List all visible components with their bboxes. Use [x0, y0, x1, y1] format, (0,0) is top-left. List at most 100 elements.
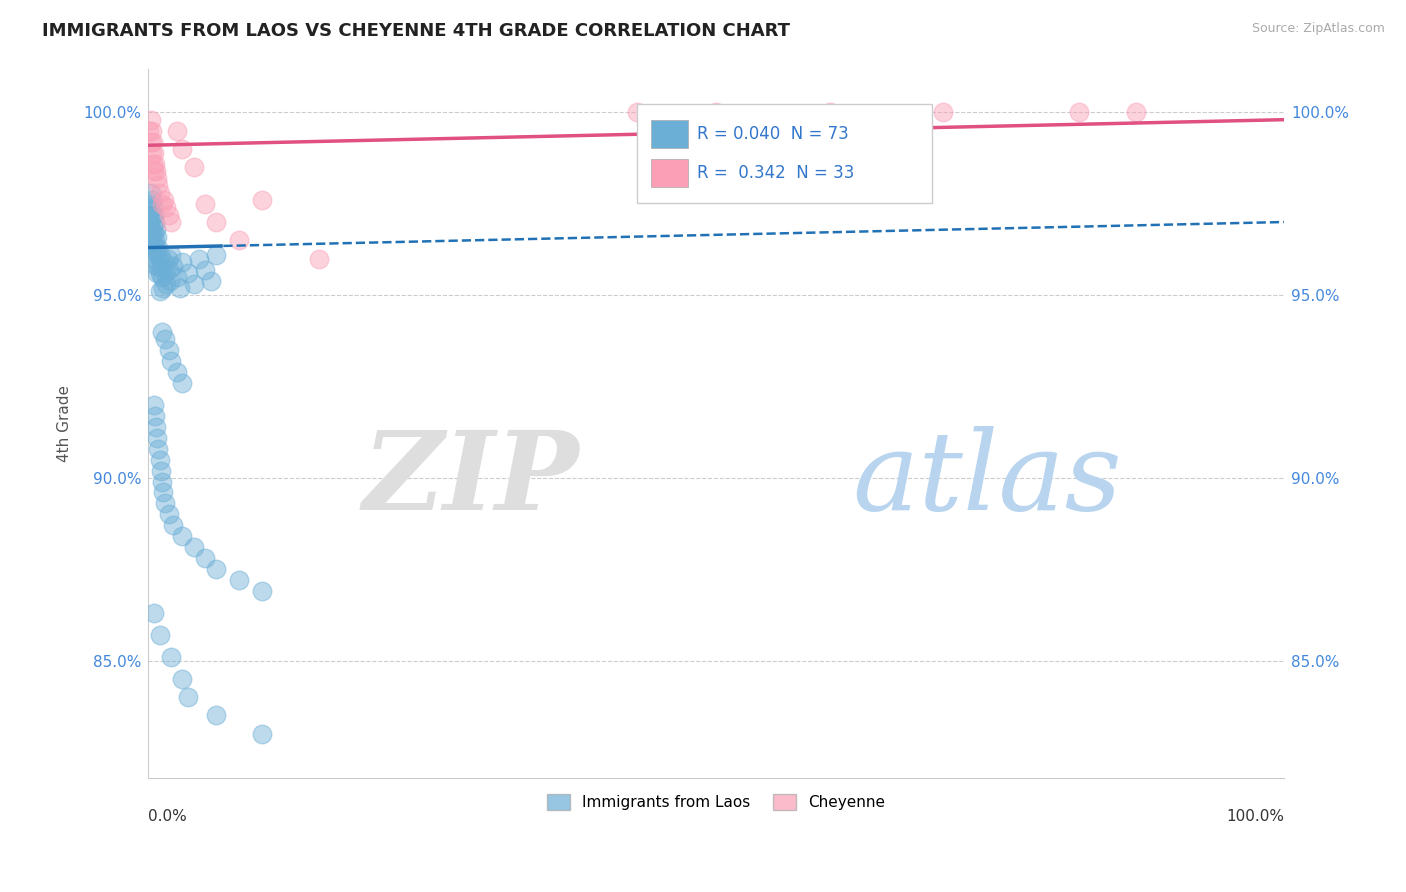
Point: [139, 135, 162, 149]
Point: [150, 269, 173, 284]
Point: [142, 219, 165, 233]
Point: [172, 142, 194, 156]
Point: [160, 215, 183, 229]
Point: [146, 431, 169, 445]
Point: [177, 266, 200, 280]
Point: [148, 241, 170, 255]
Point: [172, 672, 194, 686]
Point: [183, 277, 205, 292]
Point: [308, 252, 330, 266]
Point: [142, 156, 165, 170]
Point: [166, 365, 188, 379]
Point: [172, 255, 194, 269]
Point: [932, 105, 955, 120]
Y-axis label: 4th Grade: 4th Grade: [58, 384, 72, 461]
Text: R = 0.040  N = 73: R = 0.040 N = 73: [697, 125, 848, 143]
Point: [146, 229, 169, 244]
Point: [142, 164, 165, 178]
Point: [145, 164, 167, 178]
Point: [194, 196, 217, 211]
Point: [141, 241, 163, 255]
Text: ZIP: ZIP: [363, 426, 579, 533]
Point: [139, 112, 162, 127]
Point: [153, 255, 176, 269]
Point: [704, 105, 727, 120]
Text: Source: ZipAtlas.com: Source: ZipAtlas.com: [1251, 22, 1385, 36]
Legend: Immigrants from Laos, Cheyenne: Immigrants from Laos, Cheyenne: [541, 788, 891, 816]
Point: [142, 236, 165, 251]
Point: [205, 248, 228, 262]
FancyBboxPatch shape: [651, 120, 688, 148]
Point: [143, 409, 166, 423]
Point: [172, 529, 194, 543]
Point: [159, 273, 181, 287]
Point: [194, 551, 217, 566]
FancyBboxPatch shape: [651, 160, 688, 187]
Point: [143, 156, 166, 170]
Point: [626, 105, 648, 120]
Point: [142, 145, 165, 160]
Point: [157, 262, 180, 277]
Point: [146, 266, 169, 280]
Point: [155, 277, 177, 292]
Point: [200, 273, 222, 287]
Point: [139, 186, 162, 200]
Point: [149, 248, 172, 262]
Point: [160, 248, 183, 262]
Point: [194, 262, 217, 277]
Point: [150, 475, 173, 489]
Point: [183, 160, 205, 174]
Point: [157, 208, 180, 222]
Point: [150, 196, 173, 211]
Point: [139, 222, 162, 236]
Text: IMMIGRANTS FROM LAOS VS CHEYENNE 4TH GRADE CORRELATION CHART: IMMIGRANTS FROM LAOS VS CHEYENNE 4TH GRA…: [42, 22, 790, 40]
Point: [250, 584, 273, 599]
Point: [145, 222, 167, 236]
Point: [143, 252, 166, 266]
Point: [152, 281, 174, 295]
Point: [228, 233, 250, 247]
Point: [169, 281, 191, 295]
Point: [141, 145, 163, 160]
Point: [143, 215, 166, 229]
Point: [149, 266, 172, 280]
Point: [250, 193, 273, 207]
FancyBboxPatch shape: [637, 104, 932, 203]
Point: [145, 241, 167, 255]
Text: 0.0%: 0.0%: [148, 809, 187, 824]
Point: [145, 259, 167, 273]
Point: [148, 178, 170, 193]
Point: [142, 398, 165, 412]
Point: [142, 244, 165, 259]
Point: [142, 208, 165, 222]
Point: [162, 518, 184, 533]
Point: [142, 135, 165, 149]
Point: [166, 269, 188, 284]
Point: [205, 708, 228, 723]
Point: [160, 650, 183, 665]
Point: [142, 606, 165, 620]
Point: [157, 508, 180, 522]
Point: [142, 201, 165, 215]
Text: atlas: atlas: [852, 426, 1122, 533]
Point: [166, 123, 188, 137]
Point: [149, 259, 172, 273]
Point: [138, 123, 160, 137]
Point: [152, 485, 174, 500]
Point: [142, 226, 165, 240]
Point: [146, 171, 169, 186]
Point: [1125, 105, 1147, 120]
Point: [228, 573, 250, 587]
Point: [1069, 105, 1091, 120]
Point: [153, 193, 176, 207]
Point: [143, 233, 166, 247]
Point: [156, 252, 179, 266]
Point: [149, 186, 172, 200]
Point: [141, 193, 163, 207]
Point: [141, 226, 163, 240]
Point: [149, 452, 172, 467]
Point: [205, 562, 228, 576]
Point: [150, 325, 173, 339]
Point: [141, 208, 163, 222]
Point: [149, 628, 172, 642]
